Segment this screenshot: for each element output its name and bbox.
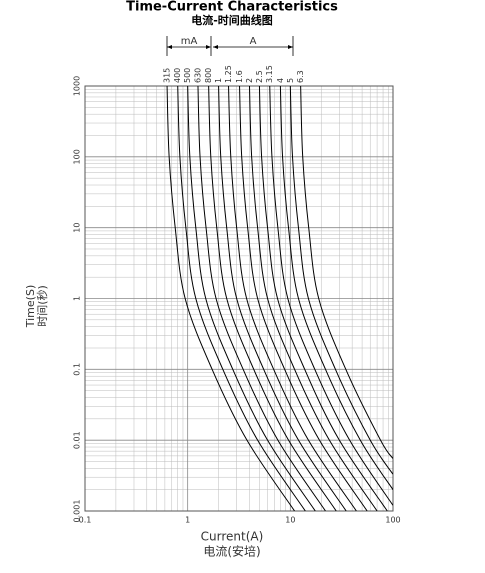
series-label: 400 [173, 68, 182, 83]
y-tick-label: 10 [73, 223, 82, 233]
range-brackets [166, 36, 294, 56]
time-current-curve [166, 86, 295, 511]
series-label: 1.6 [235, 70, 244, 83]
series-label: 1 [214, 78, 223, 83]
series-label: 500 [183, 68, 192, 83]
time-current-curve [289, 86, 393, 475]
series-label: 5 [286, 78, 295, 83]
y-tick-label: 100 [73, 149, 82, 164]
x-axis-label-cn: 电流(安培) [203, 544, 260, 559]
y-tick-label: 0.1 [73, 363, 82, 376]
x-tick-label: 1 [185, 516, 190, 525]
y-tick-label: 1000 [73, 76, 82, 96]
time-current-curve [218, 86, 347, 511]
time-current-curve [269, 86, 393, 506]
annotation: A [250, 36, 257, 47]
x-axis-label: Current(A) [201, 530, 264, 544]
series-label: 3.15 [265, 65, 274, 83]
y-tick-label: 0.01 [73, 431, 82, 449]
series-label: 630 [193, 68, 202, 83]
time-current-curve [239, 86, 368, 511]
series-label: 2.5 [255, 70, 264, 83]
series-label: 800 [204, 68, 213, 83]
time-current-curve [279, 86, 393, 490]
y-tick-label: 1 [73, 296, 82, 301]
chart-subtitle: 电流-时间曲线图 [191, 13, 273, 27]
time-current-curve [177, 86, 306, 511]
x-tick-label: 0.1 [79, 516, 92, 525]
series-label: 2 [245, 78, 254, 83]
chart-title: Time-Current Characteristics [126, 0, 338, 15]
y-tick-label: 0.001 [73, 500, 82, 523]
y-axis-label: Time(S) [24, 285, 37, 329]
series-label: 6.3 [296, 70, 305, 83]
time-current-curve [228, 86, 357, 511]
x-tick-label: 100 [385, 516, 400, 525]
time-current-curve [258, 86, 388, 511]
curves [166, 86, 393, 511]
y-axis-label-cn: 时间(秒) [35, 285, 49, 327]
annotation: mA [181, 36, 198, 47]
series-label: 315 [163, 68, 172, 83]
time-current-curve [197, 86, 326, 511]
plot-frame [84, 85, 394, 512]
series-label: 4 [276, 78, 285, 83]
time-current-curve [208, 86, 337, 511]
time-current-curve [248, 86, 378, 511]
time-current-curve [187, 86, 316, 511]
series-label: 1.25 [224, 65, 233, 83]
time-current-curve [300, 86, 393, 459]
x-tick-label: 10 [285, 516, 295, 525]
